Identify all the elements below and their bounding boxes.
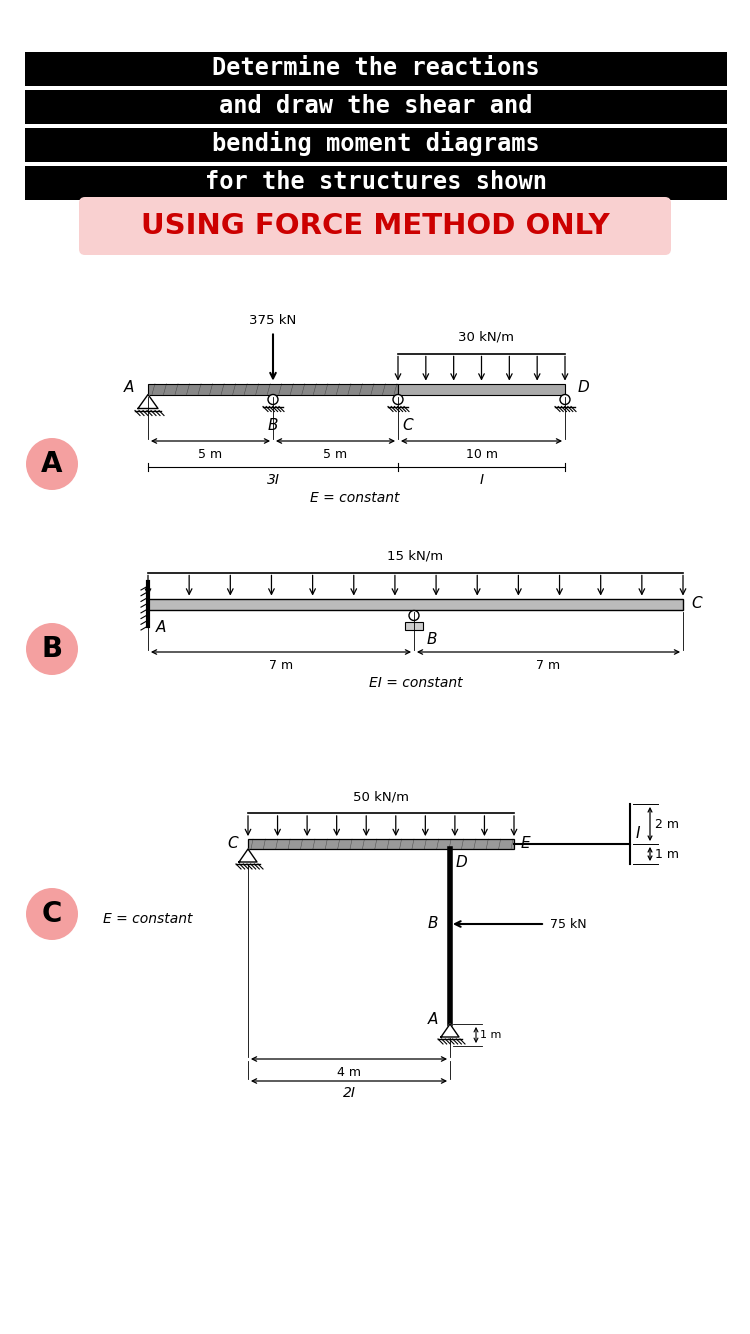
Text: B: B bbox=[268, 419, 278, 434]
Text: 1 m: 1 m bbox=[480, 1030, 501, 1041]
Text: 4 m: 4 m bbox=[337, 1066, 361, 1079]
Text: E: E bbox=[521, 836, 531, 851]
Text: Determine the reactions: Determine the reactions bbox=[212, 56, 540, 80]
Bar bbox=[25, 89, 727, 124]
Polygon shape bbox=[138, 395, 158, 408]
Text: B: B bbox=[427, 916, 438, 931]
Polygon shape bbox=[441, 1025, 459, 1037]
Text: I: I bbox=[636, 827, 640, 842]
Text: A: A bbox=[427, 1011, 438, 1026]
Bar bbox=[25, 52, 727, 85]
Circle shape bbox=[393, 395, 403, 404]
Text: C: C bbox=[42, 900, 62, 928]
Bar bbox=[25, 128, 727, 161]
FancyBboxPatch shape bbox=[79, 197, 671, 255]
Text: 2 m: 2 m bbox=[655, 818, 679, 831]
Circle shape bbox=[26, 888, 78, 940]
Text: 2I: 2I bbox=[343, 1086, 355, 1101]
Text: E = constant: E = constant bbox=[310, 491, 400, 506]
Text: E = constant: E = constant bbox=[104, 912, 193, 926]
Text: I: I bbox=[479, 474, 484, 487]
Text: A: A bbox=[124, 379, 134, 395]
Circle shape bbox=[26, 438, 78, 490]
Bar bbox=[248, 839, 514, 848]
Text: 5 m: 5 m bbox=[323, 448, 347, 462]
Text: B: B bbox=[427, 631, 437, 647]
Text: 3I: 3I bbox=[266, 474, 280, 487]
Text: 50 kN/m: 50 kN/m bbox=[353, 790, 409, 803]
Text: USING FORCE METHOD ONLY: USING FORCE METHOD ONLY bbox=[141, 212, 609, 240]
Text: 30 kN/m: 30 kN/m bbox=[458, 331, 514, 343]
Circle shape bbox=[560, 395, 570, 404]
Text: 7 m: 7 m bbox=[269, 659, 293, 672]
Text: A: A bbox=[41, 450, 63, 478]
Bar bbox=[148, 383, 398, 395]
Bar bbox=[398, 383, 565, 395]
Text: and draw the shear and: and draw the shear and bbox=[219, 93, 532, 117]
Text: D: D bbox=[456, 855, 468, 870]
Text: C: C bbox=[403, 419, 413, 434]
Text: 15 kN/m: 15 kN/m bbox=[388, 550, 443, 563]
Circle shape bbox=[268, 395, 278, 404]
Text: for the structures shown: for the structures shown bbox=[205, 169, 547, 193]
Text: 5 m: 5 m bbox=[199, 448, 223, 462]
Text: 1 m: 1 m bbox=[655, 847, 679, 860]
Circle shape bbox=[26, 623, 78, 675]
Text: bending moment diagrams: bending moment diagrams bbox=[212, 132, 540, 156]
Text: 375 kN: 375 kN bbox=[249, 315, 296, 328]
Bar bbox=[148, 599, 683, 610]
Text: D: D bbox=[578, 379, 590, 395]
Text: EI = constant: EI = constant bbox=[369, 676, 462, 690]
Text: 7 m: 7 m bbox=[536, 659, 560, 672]
Text: B: B bbox=[41, 635, 62, 663]
Text: 10 m: 10 m bbox=[466, 448, 497, 462]
Text: 75 kN: 75 kN bbox=[550, 918, 586, 931]
Text: A: A bbox=[156, 619, 166, 635]
Text: C: C bbox=[691, 596, 702, 611]
Circle shape bbox=[409, 611, 419, 620]
Bar bbox=[25, 165, 727, 200]
Text: C: C bbox=[227, 836, 238, 851]
Polygon shape bbox=[239, 848, 257, 862]
Bar bbox=[405, 622, 423, 630]
